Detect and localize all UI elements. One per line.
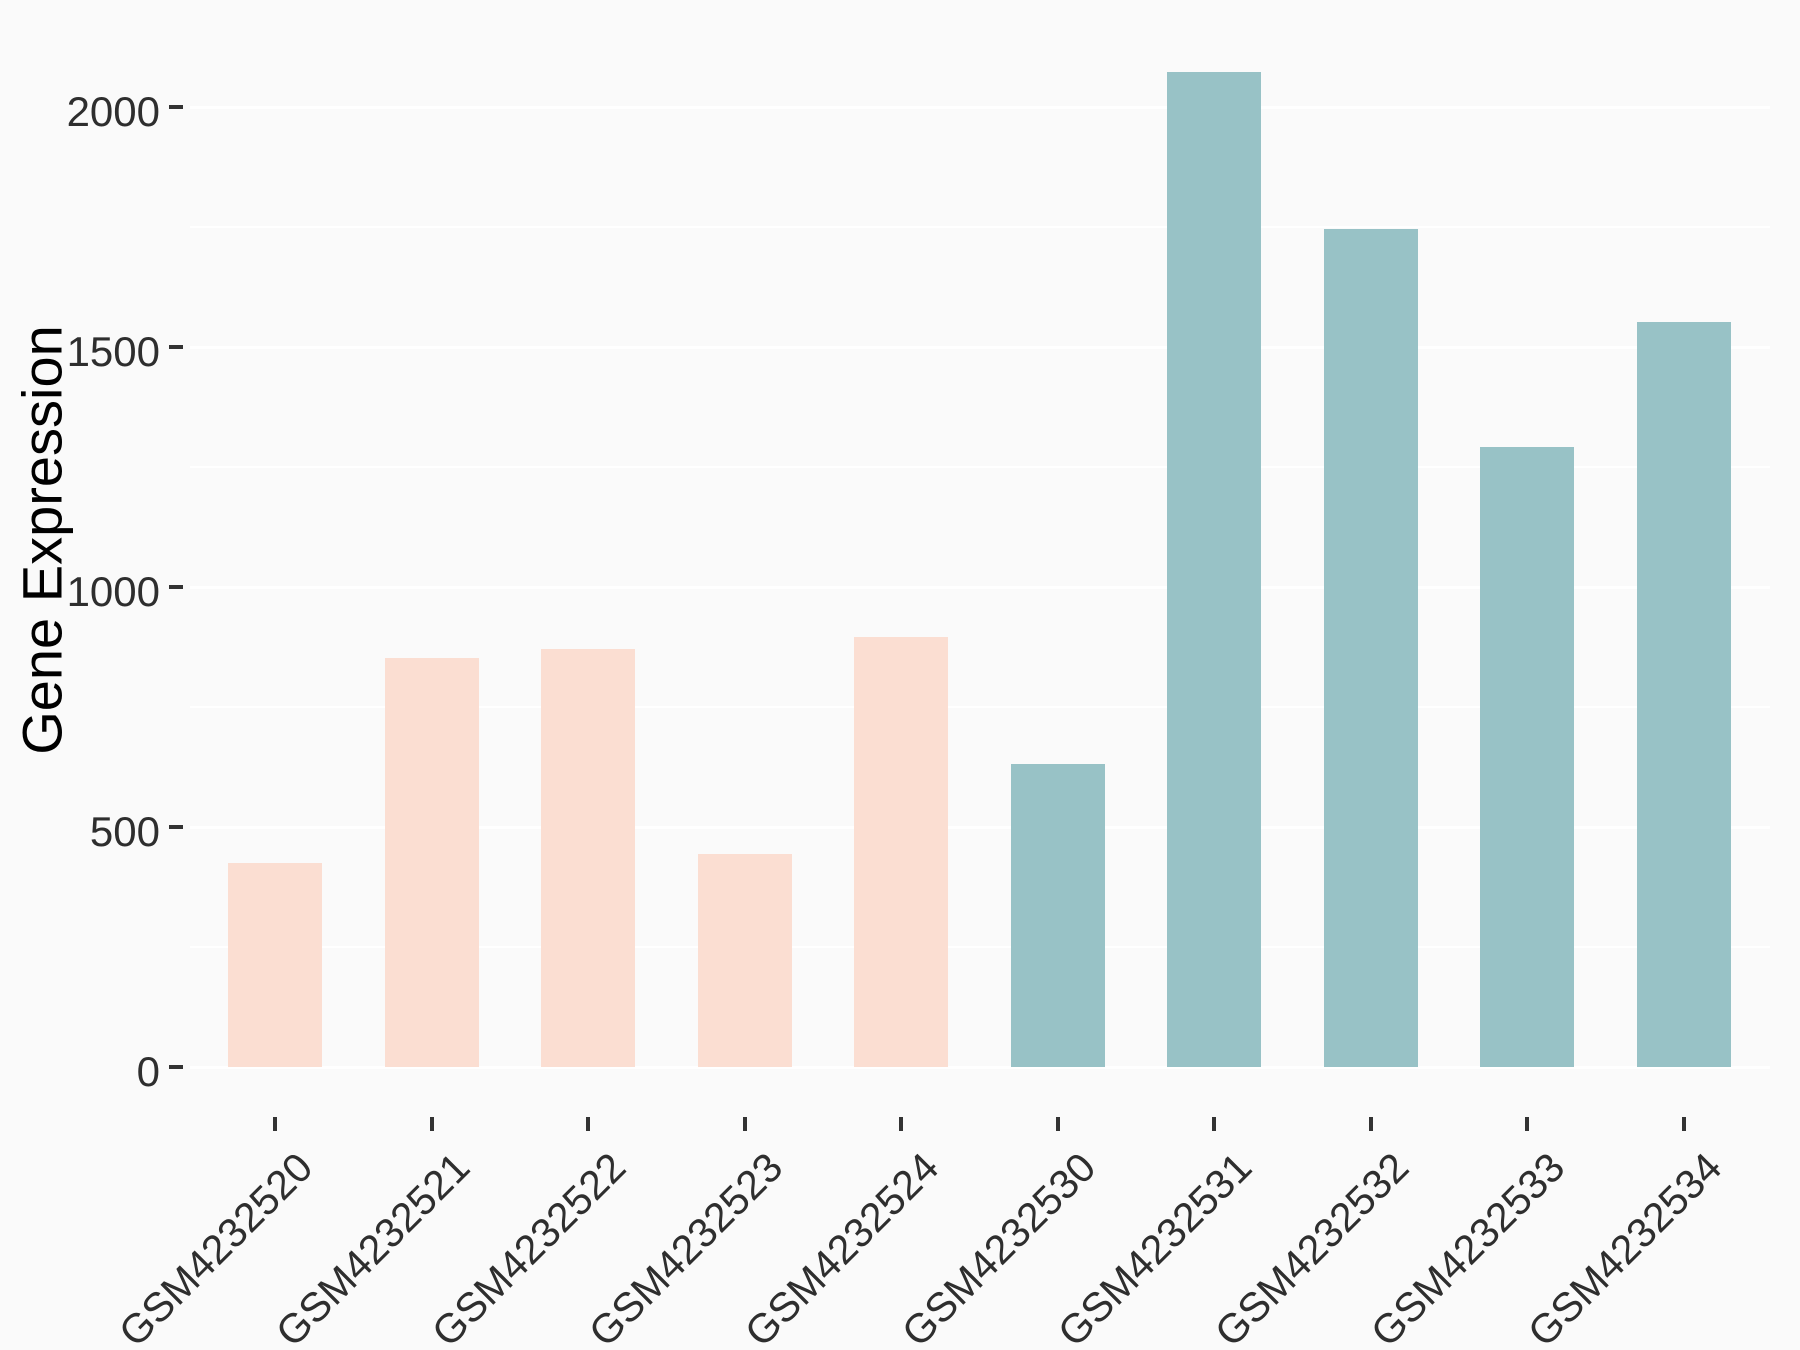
- y-axis-tick-label: 1500: [66, 328, 160, 375]
- gridline-minor-1750: [190, 226, 1770, 228]
- x-axis-tick-GSM4232532: [1368, 1117, 1373, 1131]
- y-axis-tick-0: [169, 1065, 183, 1069]
- x-axis-tick-GSM4232530: [1055, 1117, 1060, 1131]
- bar-GSM4232533: [1480, 446, 1574, 1067]
- bar-GSM4232522: [541, 648, 635, 1067]
- gridline-major-0: [190, 1065, 1770, 1069]
- gridline-major-1000: [190, 585, 1770, 589]
- y-axis-tick-label: 0: [136, 1048, 160, 1095]
- y-axis-tick-1500: [169, 345, 183, 349]
- bar-GSM4232534: [1636, 322, 1731, 1067]
- bar-GSM4232530: [1010, 764, 1105, 1067]
- gridline-major-500: [190, 825, 1770, 829]
- bar-GSM4232524: [854, 637, 948, 1067]
- gridline-minor-750: [190, 706, 1770, 708]
- y-axis-tick-1000: [169, 585, 183, 589]
- y-axis-tick-2000: [169, 105, 183, 109]
- gridline-minor-250: [190, 946, 1770, 948]
- y-axis-tick-label: 500: [89, 808, 160, 855]
- bar-GSM4232532: [1323, 228, 1418, 1067]
- bar-GSM4232521: [384, 658, 479, 1067]
- y-axis-tick-label: 2000: [66, 88, 160, 135]
- gridline-major-1500: [190, 345, 1770, 349]
- x-axis-tick-GSM4232533: [1525, 1117, 1529, 1131]
- bar-GSM4232531: [1167, 71, 1261, 1067]
- x-axis-tick-GSM4232531: [1212, 1117, 1216, 1131]
- bar-GSM4232520: [228, 863, 322, 1067]
- x-axis-tick-GSM4232534: [1681, 1117, 1686, 1131]
- y-axis-tick-500: [169, 825, 183, 829]
- x-axis-tick-GSM4232520: [273, 1117, 277, 1131]
- x-axis-tick-GSM4232522: [586, 1117, 590, 1131]
- bar-GSM4232523: [697, 853, 792, 1067]
- x-axis-tick-GSM4232524: [899, 1117, 903, 1131]
- x-axis-tick-GSM4232523: [742, 1117, 747, 1131]
- gridline-minor-1250: [190, 466, 1770, 468]
- y-axis-tick-label: 1000: [66, 568, 160, 615]
- gridline-major-2000: [190, 105, 1770, 109]
- x-axis-tick-GSM4232521: [429, 1117, 434, 1131]
